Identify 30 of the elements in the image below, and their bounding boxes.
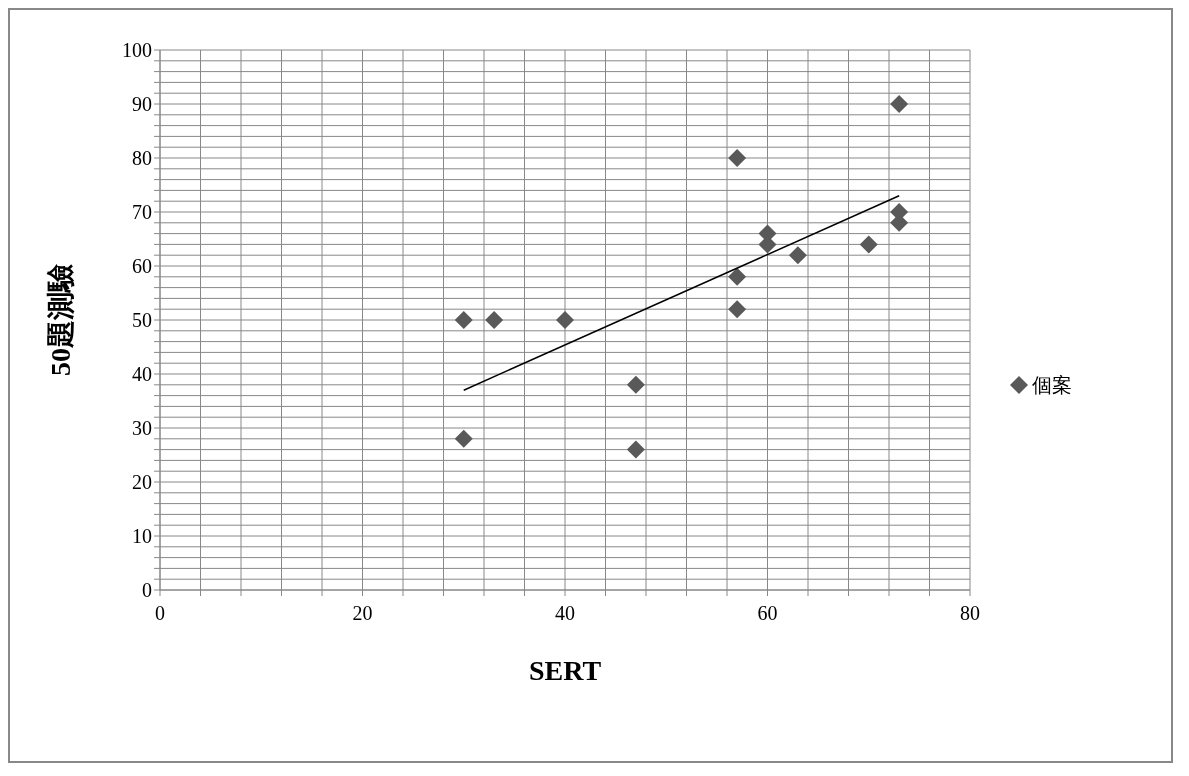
point — [454, 429, 473, 448]
y-tick-label: 40 — [132, 363, 152, 386]
point — [728, 149, 747, 167]
x-tick-label: 20 — [352, 602, 373, 625]
point — [728, 300, 747, 319]
y-tick-label: 10 — [132, 525, 152, 548]
x-tick-label: 40 — [555, 602, 575, 625]
point — [626, 375, 645, 394]
y-tick-label: 90 — [132, 93, 152, 116]
point — [454, 311, 473, 329]
y-tick-label: 100 — [122, 39, 152, 62]
y-tick-label: 30 — [132, 417, 152, 440]
point — [626, 440, 645, 459]
y-tick-label: 50 — [132, 309, 152, 332]
point — [485, 311, 504, 329]
y-tick-label: 70 — [132, 201, 152, 224]
y-tick-label: 20 — [132, 471, 152, 494]
y-tick-label: 80 — [132, 147, 152, 170]
point — [556, 311, 574, 329]
x-tick-label: 60 — [757, 602, 778, 625]
point — [859, 235, 878, 254]
y-tick-label: 60 — [132, 255, 152, 278]
y-tick-label: 0 — [142, 579, 152, 602]
point — [728, 267, 747, 286]
legend-label: 個案 — [1032, 371, 1072, 399]
x-axis-title: SERT — [528, 655, 602, 686]
y-axis-title: 50題測驗 — [44, 263, 76, 376]
point — [890, 95, 909, 113]
point — [788, 246, 807, 265]
x-tick-label: 80 — [960, 602, 980, 625]
